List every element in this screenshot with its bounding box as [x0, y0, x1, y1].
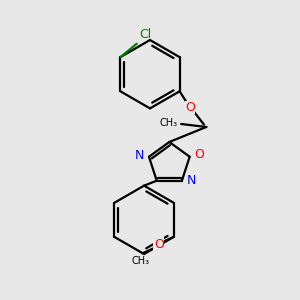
Text: CH₃: CH₃	[132, 256, 150, 266]
Text: O: O	[185, 101, 195, 114]
Text: Cl: Cl	[139, 28, 152, 41]
Text: CH₃: CH₃	[160, 118, 178, 128]
Text: O: O	[154, 238, 164, 251]
Text: N: N	[186, 174, 196, 187]
Text: O: O	[194, 148, 204, 161]
Text: N: N	[135, 149, 145, 162]
